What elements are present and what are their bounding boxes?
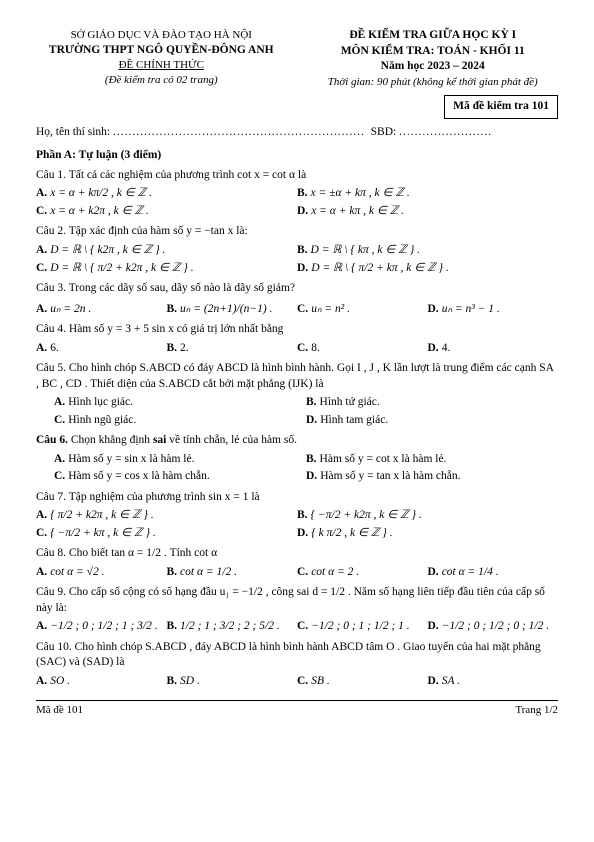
footer-left: Mã đề 101 — [36, 703, 83, 718]
q3-opt-b: B.uₙ = (2n+1)/(n−1) . — [167, 301, 298, 319]
q6-opt-d: D.Hàm số y = tan x là hàm chẵn. — [306, 468, 558, 486]
name-row: Họ, tên thí sinh: ......................… — [36, 125, 558, 141]
q5-opt-c: C.Hình ngũ giác. — [54, 412, 306, 430]
question-6: Câu 6. Chọn khẳng định sai về tính chẵn,… — [36, 433, 558, 486]
q5-opt-d: D.Hình tam giác. — [306, 412, 558, 430]
q2-stem: Câu 2. Tập xác định của hàm số y = −tan … — [36, 224, 558, 240]
header-right: ĐỀ KIỂM TRA GIỮA HỌC KỲ I MÔN KIỂM TRA: … — [307, 28, 558, 89]
subject-line: MÔN KIỂM TRA: TOÁN - KHỐI 11 — [307, 44, 558, 60]
q4-opt-c: C.8. — [297, 340, 428, 358]
q10-opt-d: D.SA . — [428, 673, 559, 691]
q7-opt-d: D.{ k π/2 , k ∈ ℤ } . — [297, 525, 558, 543]
q10-opt-a: A.SO . — [36, 673, 167, 691]
year-line: Năm học 2023 – 2024 — [307, 59, 558, 75]
q10-opt-c: C.SB . — [297, 673, 428, 691]
q7-opt-a: A.{ π/2 + k2π , k ∈ ℤ } . — [36, 507, 297, 525]
q5-stem: Câu 5. Cho hình chóp S.ABCD có đáy ABCD … — [36, 361, 558, 392]
official-line: ĐỀ CHÍNH THỨC — [36, 58, 287, 73]
q8-opt-b: B.cot α = 1/2 . — [167, 564, 298, 582]
q6-opt-b: B.Hàm số y = cot x là hàm lẻ. — [306, 451, 558, 469]
q8-opt-a: A.cot α = √2 . — [36, 564, 167, 582]
exam-code-box: Mã đề kiểm tra 101 — [444, 95, 558, 119]
q2-opt-b: B.D = ℝ \ { kπ , k ∈ ℤ } . — [297, 242, 558, 260]
q4-stem: Câu 4. Hàm số y = 3 + 5 sin x có giá trị… — [36, 322, 558, 338]
exam-code-row: Mã đề kiểm tra 101 — [36, 95, 558, 119]
q3-opt-a: A.uₙ = 2n . — [36, 301, 167, 319]
q2-opt-d: D.D = ℝ \ { π/2 + kπ , k ∈ ℤ } . — [297, 260, 558, 278]
q10-opt-b: B.SD . — [167, 673, 298, 691]
q6-stem: Câu 6. Chọn khẳng định sai về tính chẵn,… — [36, 433, 558, 449]
name-dots: ........................................… — [113, 126, 365, 138]
section-a-title: Phần A: Tự luận (3 điểm) — [36, 148, 558, 164]
question-3: Câu 3. Trong các dãy số sau, dãy số nào … — [36, 281, 558, 318]
question-4: Câu 4. Hàm số y = 3 + 5 sin x có giá trị… — [36, 322, 558, 357]
question-7: Câu 7. Tập nghiệm của phương trình sin x… — [36, 490, 558, 543]
dept-line: SỞ GIÁO DỤC VÀ ĐÀO TẠO HÀ NỘI — [36, 28, 287, 43]
q3-opt-d: D.uₙ = n³ − 1 . — [428, 301, 559, 319]
q4-opt-d: D.4. — [428, 340, 559, 358]
q1-stem: Câu 1. Tất cả các nghiệm của phương trìn… — [36, 168, 558, 184]
q9-opt-b: B.1/2 ; 1 ; 3/2 ; 2 ; 5/2 . — [167, 618, 298, 636]
q7-opt-c: C.{ −π/2 + kπ , k ∈ ℤ } . — [36, 525, 297, 543]
q8-opt-c: C.cot α = 2 . — [297, 564, 428, 582]
question-1: Câu 1. Tất cả các nghiệm của phương trìn… — [36, 168, 558, 221]
question-5: Câu 5. Cho hình chóp S.ABCD có đáy ABCD … — [36, 361, 558, 429]
q3-opt-c: C.uₙ = n² . — [297, 301, 428, 319]
question-2: Câu 2. Tập xác định của hàm số y = −tan … — [36, 224, 558, 277]
q8-stem: Câu 8. Cho biết tan α = 1/2 . Tính cot α — [36, 546, 558, 562]
sbd-label: SBD: — [371, 126, 397, 138]
q6-opt-a: A.Hàm số y = sin x là hàm lẻ. — [54, 451, 306, 469]
q9-stem: Câu 9. Cho cấp số cộng có số hạng đầu u₁… — [36, 585, 558, 616]
duration-line: Thời gian: 90 phút (không kể thời gian p… — [307, 75, 558, 90]
question-9: Câu 9. Cho cấp số cộng có số hạng đầu u₁… — [36, 585, 558, 636]
footer-right: Trang 1/2 — [515, 703, 558, 718]
q4-opt-a: A.6. — [36, 340, 167, 358]
exam-header: SỞ GIÁO DỤC VÀ ĐÀO TẠO HÀ NỘI TRƯỜNG THP… — [36, 28, 558, 89]
q1-opt-d: D.x = α + kπ , k ∈ ℤ . — [297, 203, 558, 221]
q1-opt-a: A.x = α + kπ/2 , k ∈ ℤ . — [36, 185, 297, 203]
question-8: Câu 8. Cho biết tan α = 1/2 . Tính cot α… — [36, 546, 558, 581]
header-left: SỞ GIÁO DỤC VÀ ĐÀO TẠO HÀ NỘI TRƯỜNG THP… — [36, 28, 287, 89]
q9-opt-a: A.−1/2 ; 0 ; 1/2 ; 1 ; 3/2 . — [36, 618, 167, 636]
q1-opt-b: B.x = ±α + kπ , k ∈ ℤ . — [297, 185, 558, 203]
q9-opt-c: C.−1/2 ; 0 ; 1 ; 1/2 ; 1 . — [297, 618, 428, 636]
q10-stem: Câu 10. Cho hình chóp S.ABCD , đáy ABCD … — [36, 640, 558, 671]
q2-opt-c: C.D = ℝ \ { π/2 + k2π , k ∈ ℤ } . — [36, 260, 297, 278]
q4-opt-b: B.2. — [167, 340, 298, 358]
question-10: Câu 10. Cho hình chóp S.ABCD , đáy ABCD … — [36, 640, 558, 691]
q7-stem: Câu 7. Tập nghiệm của phương trình sin x… — [36, 490, 558, 506]
q6-opt-c: C.Hàm số y = cos x là hàm chẵn. — [54, 468, 306, 486]
pages-line: (Đề kiểm tra có 02 trang) — [36, 73, 287, 88]
exam-title: ĐỀ KIỂM TRA GIỮA HỌC KỲ I — [307, 28, 558, 44]
q3-stem: Câu 3. Trong các dãy số sau, dãy số nào … — [36, 281, 558, 297]
school-line: TRƯỜNG THPT NGÔ QUYỀN-ĐÔNG ANH — [36, 43, 287, 59]
q9-opt-d: D.−1/2 ; 0 ; 1/2 ; 0 ; 1/2 . — [428, 618, 559, 636]
q8-opt-d: D.cot α = 1/4 . — [428, 564, 559, 582]
page-footer: Mã đề 101 Trang 1/2 — [36, 700, 558, 718]
q5-opt-b: B.Hình tứ giác. — [306, 394, 558, 412]
q1-opt-c: C.x = α + k2π , k ∈ ℤ . — [36, 203, 297, 221]
q7-opt-b: B.{ −π/2 + k2π , k ∈ ℤ } . — [297, 507, 558, 525]
q5-opt-a: A.Hình lục giác. — [54, 394, 306, 412]
name-label: Họ, tên thí sinh: — [36, 126, 110, 138]
sbd-dots: ........................ — [399, 126, 492, 138]
q2-opt-a: A.D = ℝ \ { k2π , k ∈ ℤ } . — [36, 242, 297, 260]
